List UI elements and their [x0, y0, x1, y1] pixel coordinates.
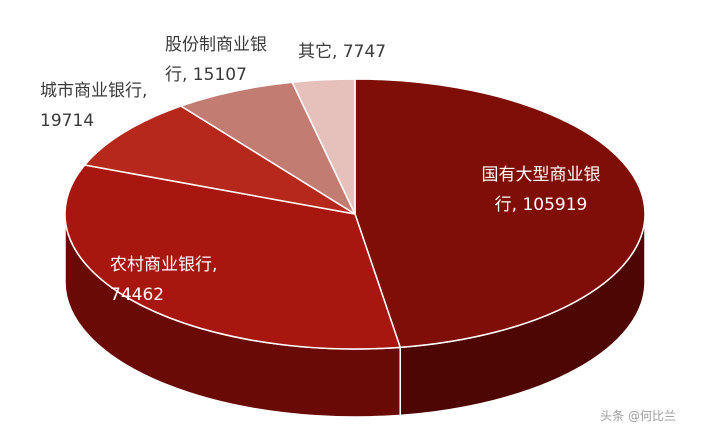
data-label-1: 农村商业银行, 74462 [110, 255, 217, 305]
data-label-4: 其它, 7747 [298, 42, 386, 62]
data-label-0: 国有大型商业银行, 105919 [482, 165, 601, 215]
pie-slices [64, 78, 646, 350]
pie-slice-0 [354, 78, 646, 349]
pie-slice-2 [83, 105, 356, 215]
data-label-2: 城市商业银行, 19714 [40, 81, 147, 131]
watermark: 头条 @何比兰 [600, 409, 676, 423]
data-label-3: 股份制商业银行, 15107 [165, 35, 267, 85]
pie-slice-3 [180, 81, 356, 215]
pie-slice-1 [64, 164, 401, 350]
pie-slice-4 [291, 78, 356, 215]
pie-labels: 国有大型商业银行, 105919 农村商业银行, 74462 城市商业银行, 19714… [40, 35, 601, 305]
